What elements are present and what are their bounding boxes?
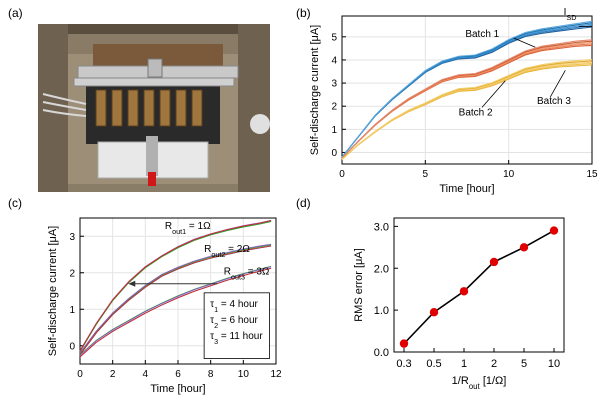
annotation-batch-2: Batch 2 [459,107,493,118]
plot-frame [341,15,593,165]
y-tick-label: 1 [69,305,75,316]
series-line-rout1 [79,221,272,353]
y-tick-label: 2 [331,102,337,113]
series-line-rout3 [79,266,272,356]
x-tick-label: 15 [586,169,598,180]
chart-d-rms-error: 0.0 1.0 2.0 3.0 0.3 0.5 1 2 5 10 1/Rout [1/Ω] RMS e… [353,217,565,391]
annotation-isd: ISD [564,7,577,22]
annotation-arrow-batch-2 [481,80,506,108]
series-line-rout2 [79,244,272,354]
x-axis-label: 1/Rout [1/Ω] [452,375,507,391]
y-tick-label: 1 [331,125,337,136]
y-tick-label: 0 [331,148,337,159]
annotation-arrow-batch-3 [549,70,566,98]
annotation-batch-3: Batch 3 [537,96,571,107]
x-tick-label: 1 [461,358,467,370]
panel-label-d: (d) [296,196,311,210]
panel-label-a: (a) [8,6,23,20]
curve-label-rout3: Rout3 = 3Ω [224,267,270,282]
x-tick-label: 5 [423,169,429,180]
y-tick-label: 5 [331,32,337,43]
y-axis-label: Self-discharge current [μA] [47,226,59,356]
x-tick-label: 2 [491,358,497,370]
rms-error-point [459,287,469,296]
curve-label-rout2: Rout2 = 2Ω [204,244,250,259]
y-tick-label: 2 [69,268,75,279]
series-line-batch-1 [341,20,593,158]
y-tick-label: 2.0 [374,263,389,275]
x-tick-label: 4 [143,369,149,380]
annotation-batch-1: Batch 1 [465,29,499,40]
x-tick-label: 0 [339,169,345,180]
series-line-batch-2 [341,39,593,159]
y-tick-label: 0 [69,341,75,352]
y-tick-label: 3 [331,79,337,90]
rms-error-point [489,257,499,267]
shift-arrow-head [128,280,136,287]
x-tick-label: 0.5 [426,358,441,370]
x-tick-label: 6 [175,369,181,380]
series-line-rout1 [79,220,272,352]
x-tick-label: 0 [77,369,83,380]
tau-legend-entry-2: τ2 = 6 hour [210,315,258,330]
x-tick-label: 8 [208,369,214,380]
x-tick-label: 2 [110,369,116,380]
series-line-batch-3 [341,58,593,160]
y-axis-label: RMS error [μA] [353,248,365,322]
x-axis-label: Time [hour] [150,383,205,395]
chart-b-self-discharge: 0 5 10 15 0 1 2 3 4 5 Time [hour] Self-discharge cu… [309,7,598,195]
rms-error-point [429,308,439,317]
tau-legend-entry-1: τ1 = 4 hour [210,299,258,314]
battery-test-rig-photo [38,24,270,192]
series-line-rout3 [79,267,272,358]
rms-error-point [399,339,409,348]
tau-legend-entry-3: τ3 = 11 hour [210,331,263,346]
x-tick-label: 12 [270,369,282,380]
y-tick-label: 0.0 [374,347,389,359]
x-axis-label: Time [hour] [439,183,494,195]
x-tick-label: 10 [548,358,560,370]
y-tick-label: 1.0 [374,305,389,317]
rms-error-point [519,243,529,252]
rms-error-line [403,229,555,345]
panel-label-b: (b) [296,6,311,20]
y-tick-label: 3.0 [374,221,389,233]
panel-label-c: (c) [8,196,22,210]
curve-label-rout1: Rout1 = 1Ω [165,221,211,236]
plot-frame [393,217,565,353]
x-tick-label: 5 [521,358,527,370]
x-tick-label: 10 [503,169,515,180]
y-tick-label: 3 [69,232,75,243]
y-axis-label: Self-discharge current [μA] [309,25,321,155]
x-tick-label: 0.3 [396,358,411,370]
x-tick-label: 10 [238,369,250,380]
rms-error-point [549,226,559,235]
series-line-rout2 [79,243,272,354]
annotation-arrow-batch-1 [513,37,536,48]
series-line-rout2 [79,245,272,355]
y-tick-label: 4 [331,55,337,66]
tau-legend-box [203,292,270,359]
